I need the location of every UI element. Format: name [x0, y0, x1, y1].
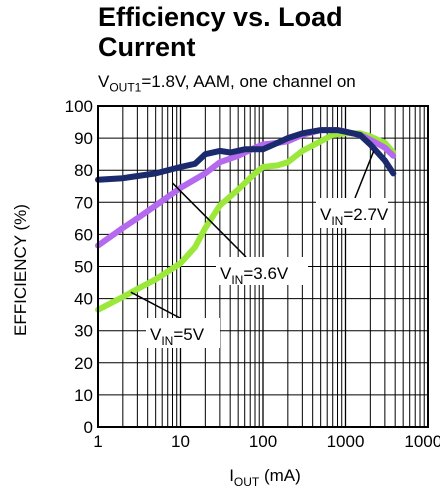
subtitle-subscript: OUT1: [109, 80, 142, 95]
x-tick-label: 100: [249, 432, 277, 451]
y-tick-label: 0: [84, 418, 93, 437]
series-label-rest: =2.7V: [343, 205, 389, 224]
y-axis-label: EFFICIENCY (%): [11, 204, 30, 336]
series-label-leader: [171, 182, 247, 258]
x-axis-label-sub: OUT: [234, 475, 260, 489]
series-line-0: [95, 127, 397, 183]
y-tick-label: 100: [65, 97, 93, 116]
x-axis-label: IOUT (mA): [229, 466, 301, 489]
plot-frame: [97, 105, 429, 428]
subtitle-rest: =1.8V, AAM, one channel on: [141, 72, 356, 91]
y-tick-label: 90: [74, 129, 93, 148]
y-tick-label: 20: [74, 354, 93, 373]
series-label-sub: IN: [331, 214, 343, 228]
series-label-leader: [130, 291, 181, 319]
series-label-main: V: [320, 205, 332, 224]
series-label: VIN=3.6V: [220, 264, 289, 287]
y-tick-label: 10: [74, 386, 93, 405]
tick-layer: 0102030405060708090100110100100010000: [65, 97, 440, 451]
grid-layer: [97, 105, 428, 428]
x-tick-label: 10000: [404, 432, 440, 451]
chart-subtitle: VOUT1=1.8V, AAM, one channel on: [98, 72, 356, 94]
x-tick-label: 1: [93, 432, 102, 451]
y-tick-label: 50: [74, 258, 93, 277]
series-label-bg: [216, 257, 308, 285]
y-tick-label: 60: [74, 225, 93, 244]
series-label-bg: [146, 318, 220, 348]
series-label-leader: [354, 150, 375, 199]
series-label-main: V: [220, 264, 232, 283]
series-layer: [95, 127, 397, 313]
series-label-bg: [316, 198, 388, 228]
x-tick-label: 10: [171, 432, 190, 451]
x-axis-label-main: I: [229, 466, 234, 485]
x-tick-label: 1000: [327, 432, 365, 451]
series-label: VIN=2.7V: [320, 205, 389, 228]
y-tick-label: 70: [74, 193, 93, 212]
chart-title: Efficiency vs. Load Current: [98, 2, 343, 62]
subtitle-prefix: V: [98, 72, 110, 91]
series-label-rest: =3.6V: [243, 264, 289, 283]
y-tick-label: 30: [74, 322, 93, 341]
series-label-sub: IN: [161, 334, 173, 348]
series-label-rest: =5V: [173, 325, 204, 344]
y-tick-label: 80: [74, 161, 93, 180]
series-label: VIN=5V: [150, 325, 205, 348]
series-label-sub: IN: [231, 273, 243, 287]
series-label-main: V: [150, 325, 162, 344]
x-axis-label-rest: (mA): [259, 466, 301, 485]
y-tick-label: 40: [74, 290, 93, 309]
